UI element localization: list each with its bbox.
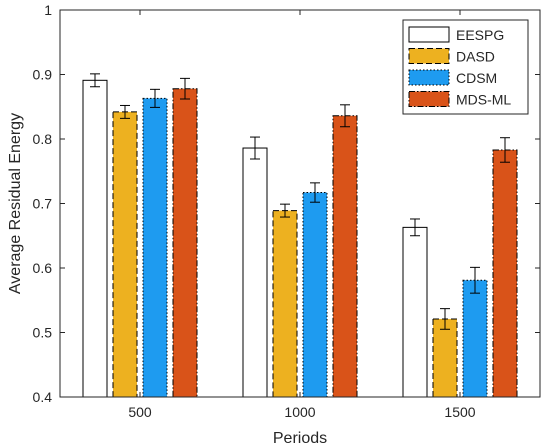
y-tick-label: 0.7 (33, 196, 53, 212)
y-tick-label: 1 (44, 2, 52, 18)
bar-dasd-500 (112, 111, 138, 398)
legend-entry: EESPG (408, 26, 504, 43)
bar-mds-ml-1500 (492, 149, 518, 398)
bar-dasd-1500 (432, 318, 458, 398)
bars-layer (82, 73, 518, 398)
bar-mds-ml-500 (172, 88, 198, 398)
legend: EESPG DASD CDSM MDS-ML (402, 19, 529, 115)
bar-cdsm-1000 (302, 192, 328, 398)
legend-label: EESPG (456, 27, 504, 43)
error-bar-dasd-500 (120, 104, 130, 119)
error-bar-cdsm-500 (150, 88, 160, 108)
x-tick-label: 500 (128, 404, 152, 420)
error-bar-mds-ml-1500 (500, 137, 510, 163)
bar-cdsm-1500 (462, 279, 488, 398)
y-tick-label: 0.5 (33, 325, 53, 341)
x-tick-label: 1500 (444, 404, 475, 420)
error-bar-eespg-1500 (410, 218, 420, 237)
legend-swatch (408, 91, 450, 107)
error-bar-dasd-1000 (280, 203, 290, 218)
x-tick-label: 1000 (284, 404, 315, 420)
legend-label: DASD (456, 49, 495, 65)
error-bar-eespg-1000 (250, 136, 260, 160)
error-bar-dasd-1500 (440, 308, 450, 330)
legend-entry: MDS-ML (408, 91, 511, 108)
bar-mds-ml-1000 (332, 115, 358, 398)
y-tick-label: 0.4 (33, 389, 53, 405)
legend-entry: CDSM (408, 69, 497, 86)
bar-eespg-1500 (402, 226, 428, 398)
legend-entry: DASD (408, 48, 495, 65)
legend-swatch (408, 48, 450, 64)
legend-swatch (408, 26, 450, 43)
error-bar-cdsm-1000 (310, 182, 320, 203)
y-axis-label: Average Residual Energy (7, 113, 24, 294)
legend-label: CDSM (456, 70, 497, 86)
y-tick-label: 0.9 (33, 67, 53, 83)
error-bar-eespg-500 (90, 73, 100, 88)
legend-label: MDS-ML (456, 92, 511, 108)
error-bar-cdsm-1500 (470, 266, 480, 294)
legend-swatch (408, 69, 450, 86)
x-axis-label: Periods (273, 430, 327, 447)
error-bar-mds-ml-1000 (340, 104, 350, 128)
y-tick-label: 0.8 (33, 131, 53, 147)
bar-eespg-1000 (242, 147, 268, 398)
bar-eespg-500 (82, 79, 108, 398)
bar-dasd-1000 (272, 210, 298, 398)
y-tick-label: 0.6 (33, 260, 53, 276)
error-bar-mds-ml-500 (180, 77, 190, 100)
bar-cdsm-500 (142, 97, 168, 398)
